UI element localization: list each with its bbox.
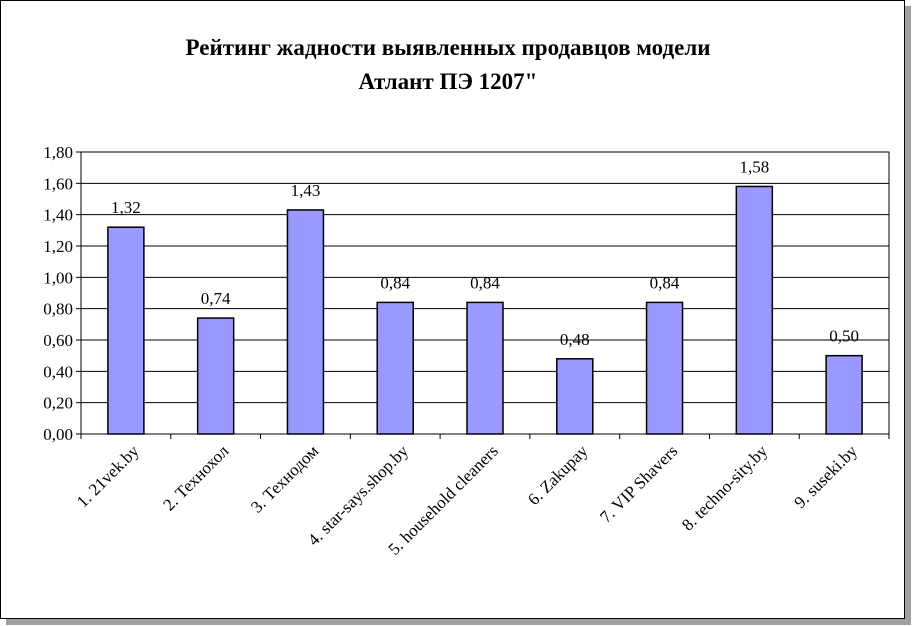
data-label: 0,74 bbox=[201, 289, 231, 308]
chart-title-line-2: Атлант ПЭ 1207" bbox=[359, 69, 538, 94]
x-category-label: 8. techno-sity.by bbox=[678, 441, 771, 534]
bar bbox=[645, 301, 684, 435]
data-label: 0,84 bbox=[470, 273, 500, 292]
data-labels: 1,32 0,74 1,43 0,84 0,84 0,48 0,84 1,58 0,50 bbox=[111, 157, 859, 348]
bar bbox=[286, 209, 325, 435]
x-category-label: 2. Технохол bbox=[159, 441, 232, 514]
x-category-label: 3. Технодом bbox=[247, 441, 322, 516]
data-label: 0,48 bbox=[560, 330, 590, 349]
x-category-label: 1. 21vek.by bbox=[73, 441, 143, 511]
y-tick-label: 0,80 bbox=[43, 300, 73, 319]
data-label: 0,84 bbox=[380, 273, 410, 292]
y-tick-label: 0,60 bbox=[43, 331, 73, 350]
bar bbox=[735, 185, 774, 435]
y-axis-ticks: 0,00 0,20 0,40 0,60 0,80 1,00 1,20 1,40 1,60 1,80 bbox=[43, 143, 81, 444]
bar bbox=[196, 317, 235, 435]
bar bbox=[107, 226, 145, 435]
y-tick-label: 1,20 bbox=[43, 237, 73, 256]
y-tick-label: 0,00 bbox=[43, 425, 73, 444]
y-tick-label: 1,80 bbox=[43, 143, 73, 162]
data-label: 1,58 bbox=[739, 157, 769, 176]
y-tick-label: 0,40 bbox=[43, 362, 73, 381]
data-label: 1,43 bbox=[291, 181, 321, 200]
data-label: 0,84 bbox=[650, 273, 680, 292]
bar bbox=[466, 301, 504, 435]
y-tick-label: 1,60 bbox=[43, 174, 73, 193]
bar bbox=[825, 354, 863, 435]
x-category-label: 6. Zakupay bbox=[524, 441, 592, 509]
chart-title-line-1: Рейтинг жадности выявленных продавцов мо… bbox=[185, 35, 710, 60]
bar bbox=[376, 301, 414, 435]
x-category-label: 9. suseki.by bbox=[790, 441, 861, 512]
bar bbox=[556, 358, 594, 435]
y-tick-label: 0,20 bbox=[43, 394, 73, 413]
bars bbox=[107, 185, 863, 435]
y-tick-label: 1,40 bbox=[43, 206, 73, 225]
data-label: 0,50 bbox=[829, 327, 859, 346]
data-label: 1,32 bbox=[111, 198, 141, 217]
y-tick-label: 1,00 bbox=[43, 268, 73, 287]
x-category-label: 7. VIP Shavers bbox=[596, 441, 681, 526]
